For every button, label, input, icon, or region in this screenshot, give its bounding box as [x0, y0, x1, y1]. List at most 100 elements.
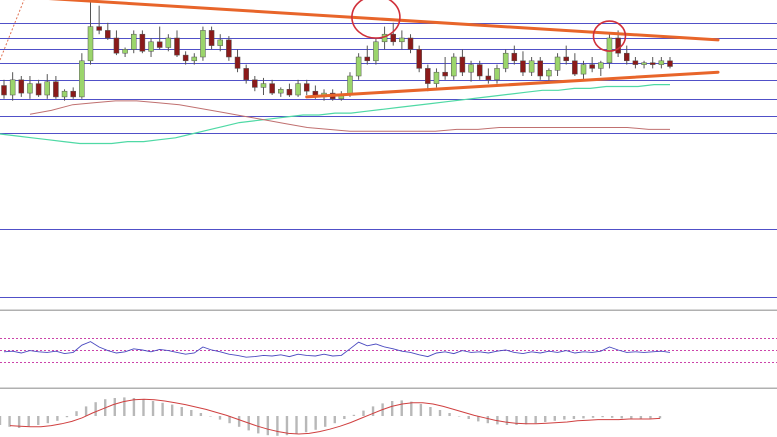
macd-histogram-bar — [343, 416, 346, 419]
bearish-candle — [667, 60, 673, 67]
bullish-candle — [528, 60, 535, 73]
bullish-candle — [278, 89, 284, 94]
bullish-candle — [373, 41, 379, 62]
macd-histogram-bar — [524, 416, 528, 425]
macd-histogram-bar — [333, 416, 336, 424]
macd-histogram-bar — [180, 407, 183, 416]
macd-histogram-bar — [410, 401, 413, 416]
bearish-candle — [53, 81, 59, 98]
macd-histogram-bar — [75, 411, 78, 416]
macd-histogram-bar — [170, 404, 174, 416]
bearish-candle — [208, 30, 215, 46]
bullish-candle — [451, 56, 457, 77]
highlight-circle — [351, 0, 401, 39]
ma-fast-line — [0, 83, 670, 145]
macd-histogram-bar — [324, 416, 327, 427]
macd-histogram-bar — [467, 416, 470, 419]
macd-histogram-bar — [448, 413, 451, 416]
macd-histogram-bar — [37, 416, 40, 425]
macd-histogram-bar — [65, 416, 69, 418]
bearish-candle — [96, 26, 102, 31]
macd-histogram-bar — [56, 416, 59, 421]
macd-histogram-bar — [257, 416, 260, 434]
ma-slow-line — [29, 100, 670, 132]
bullish-candle — [200, 30, 206, 58]
bearish-candle — [182, 54, 189, 62]
macd-signal-line — [9, 398, 661, 435]
macd-histogram-bar — [46, 416, 50, 424]
trendline — [305, 70, 720, 99]
macd-histogram-bar — [151, 401, 155, 416]
bullish-candle — [148, 41, 154, 52]
bullish-candle — [641, 62, 647, 65]
macd-histogram-bar — [237, 416, 241, 427]
bullish-candle — [554, 56, 561, 71]
bullish-candle — [355, 56, 362, 77]
macd-histogram-bar — [429, 407, 432, 416]
bullish-candle — [27, 83, 33, 94]
bullish-candle — [658, 60, 665, 65]
macd-histogram-bar — [390, 401, 394, 416]
bullish-candle — [61, 90, 68, 98]
bullish-candle — [546, 70, 552, 77]
macd-histogram-bar — [27, 416, 30, 427]
bearish-candle — [425, 68, 431, 84]
bearish-candle — [243, 68, 249, 81]
macd-histogram-bar — [639, 416, 643, 419]
bullish-candle — [165, 37, 172, 48]
bearish-candle — [520, 60, 526, 73]
bearish-candle — [113, 37, 120, 54]
bearish-candle — [485, 75, 492, 81]
rsi-pane — [3, 341, 671, 358]
bullish-candle — [295, 83, 301, 96]
bearish-candle — [442, 71, 448, 77]
bearish-candle — [156, 41, 163, 48]
macd-histogram-bar — [610, 416, 614, 418]
bearish-candle — [139, 33, 146, 52]
bearish-candle — [286, 89, 293, 96]
macd-histogram-bar — [266, 416, 270, 436]
macd-histogram-bar — [515, 416, 518, 425]
bearish-candle — [459, 56, 466, 73]
bullish-candle — [399, 37, 405, 43]
macd-histogram-bar — [314, 416, 317, 430]
bullish-candle — [217, 39, 223, 46]
bearish-candle — [390, 33, 396, 43]
macd-histogram-bar — [457, 416, 461, 417]
trendlines — [48, 0, 720, 99]
macd-histogram-bar — [620, 416, 623, 419]
bearish-candle — [649, 62, 656, 65]
bearish-candle — [234, 56, 241, 69]
bullish-candle — [598, 62, 604, 69]
dotted-guide-line — [0, 0, 25, 61]
macd-histogram-bar — [534, 416, 537, 424]
macd-histogram-bar — [199, 413, 203, 416]
macd-histogram-bar — [630, 416, 633, 419]
macd-histogram-bar — [362, 410, 365, 416]
macd-histogram-bar — [563, 416, 566, 420]
indicator-grid — [0, 338, 777, 363]
macd-histogram-bar — [8, 416, 11, 427]
highlight-circle — [592, 20, 627, 52]
bullish-candle — [468, 64, 474, 73]
bearish-candle — [632, 60, 639, 65]
macd-histogram-bar — [228, 416, 231, 424]
rsi-line — [3, 341, 671, 358]
macd-histogram-bar — [276, 416, 279, 436]
bearish-candle — [364, 56, 371, 62]
macd-histogram-bar — [658, 416, 662, 419]
macd-histogram-bar — [123, 397, 126, 416]
bearish-candle — [18, 79, 25, 94]
moving-averages — [0, 83, 670, 145]
macd-histogram-bar — [486, 416, 490, 424]
bullish-candle — [87, 26, 94, 62]
macd-histogram-bar — [544, 416, 547, 422]
bearish-candle — [537, 60, 544, 77]
macd-histogram-bar — [0, 416, 2, 425]
macd-histogram-bar — [190, 410, 193, 416]
bullish-candle — [347, 75, 353, 96]
bullish-candle — [580, 64, 587, 75]
macd-histogram-bar — [572, 416, 576, 419]
macd-histogram-bar — [84, 406, 88, 416]
bearish-candle — [252, 79, 258, 88]
